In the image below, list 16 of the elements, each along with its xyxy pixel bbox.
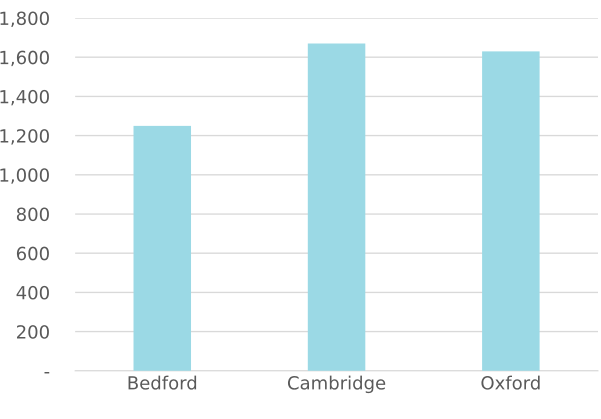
bar (134, 126, 192, 371)
x-tick-label: Cambridge (288, 376, 386, 394)
y-tick-label: 400 (16, 286, 49, 300)
x-tick-label: Bedford (128, 376, 196, 390)
y-tick-label: 1,600 (0, 50, 49, 66)
y-tick-label: 1,000 (0, 168, 49, 184)
y-tick-label: 200 (16, 325, 49, 339)
bar (308, 43, 366, 371)
y-tick-label: 1,400 (0, 90, 49, 106)
x-tick-label: Oxford (481, 376, 540, 390)
y-tick-label: 600 (16, 246, 49, 260)
bar (482, 51, 540, 371)
y-tick-label: - (44, 372, 50, 374)
y-tick-label: 1,200 (0, 129, 49, 145)
y-tick-label: 800 (16, 207, 49, 222)
y-tick-label: 1,800 (0, 11, 49, 27)
